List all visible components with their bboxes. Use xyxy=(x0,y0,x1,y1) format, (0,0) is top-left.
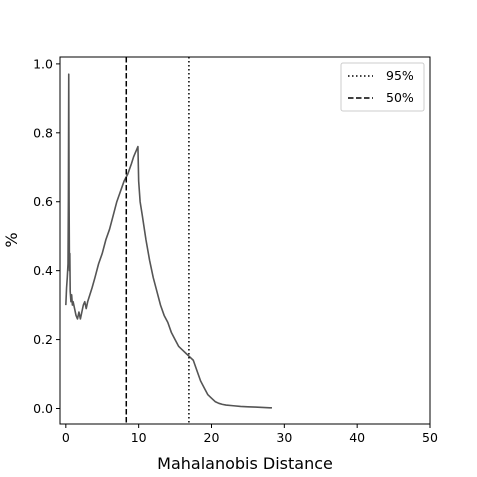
vline-layer xyxy=(125,57,190,424)
plot-frame xyxy=(59,56,431,425)
tick-layer: 0 10 20 30 40 50 0.0 0.2 0.4 0.6 0.8 1.0 xyxy=(33,56,438,445)
x-tick-label: 30 xyxy=(276,430,292,445)
series-line-0 xyxy=(65,73,272,409)
y-tick-label: 1.0 xyxy=(33,56,53,71)
x-axis-label: Mahalanobis Distance xyxy=(157,454,333,473)
x-tick-label: 50 xyxy=(422,430,438,445)
x-tick-label: 0 xyxy=(62,430,70,445)
y-tick-label: 0.4 xyxy=(33,263,53,278)
y-tick-label: 0.2 xyxy=(33,332,53,347)
y-tick-label: 0.8 xyxy=(33,125,53,140)
legend: 95% 50% xyxy=(340,62,425,112)
legend-label-50: 50% xyxy=(386,90,414,105)
x-tick-label: 20 xyxy=(204,430,220,445)
y-tick-label: 0.0 xyxy=(33,401,53,416)
legend-label-95: 95% xyxy=(386,68,414,83)
x-tick-label: 40 xyxy=(349,430,365,445)
series-layer xyxy=(65,73,272,409)
y-tick-label: 0.6 xyxy=(33,194,53,209)
x-tick-label: 10 xyxy=(131,430,147,445)
legend-box xyxy=(340,62,425,112)
y-axis-label: % xyxy=(2,232,21,247)
